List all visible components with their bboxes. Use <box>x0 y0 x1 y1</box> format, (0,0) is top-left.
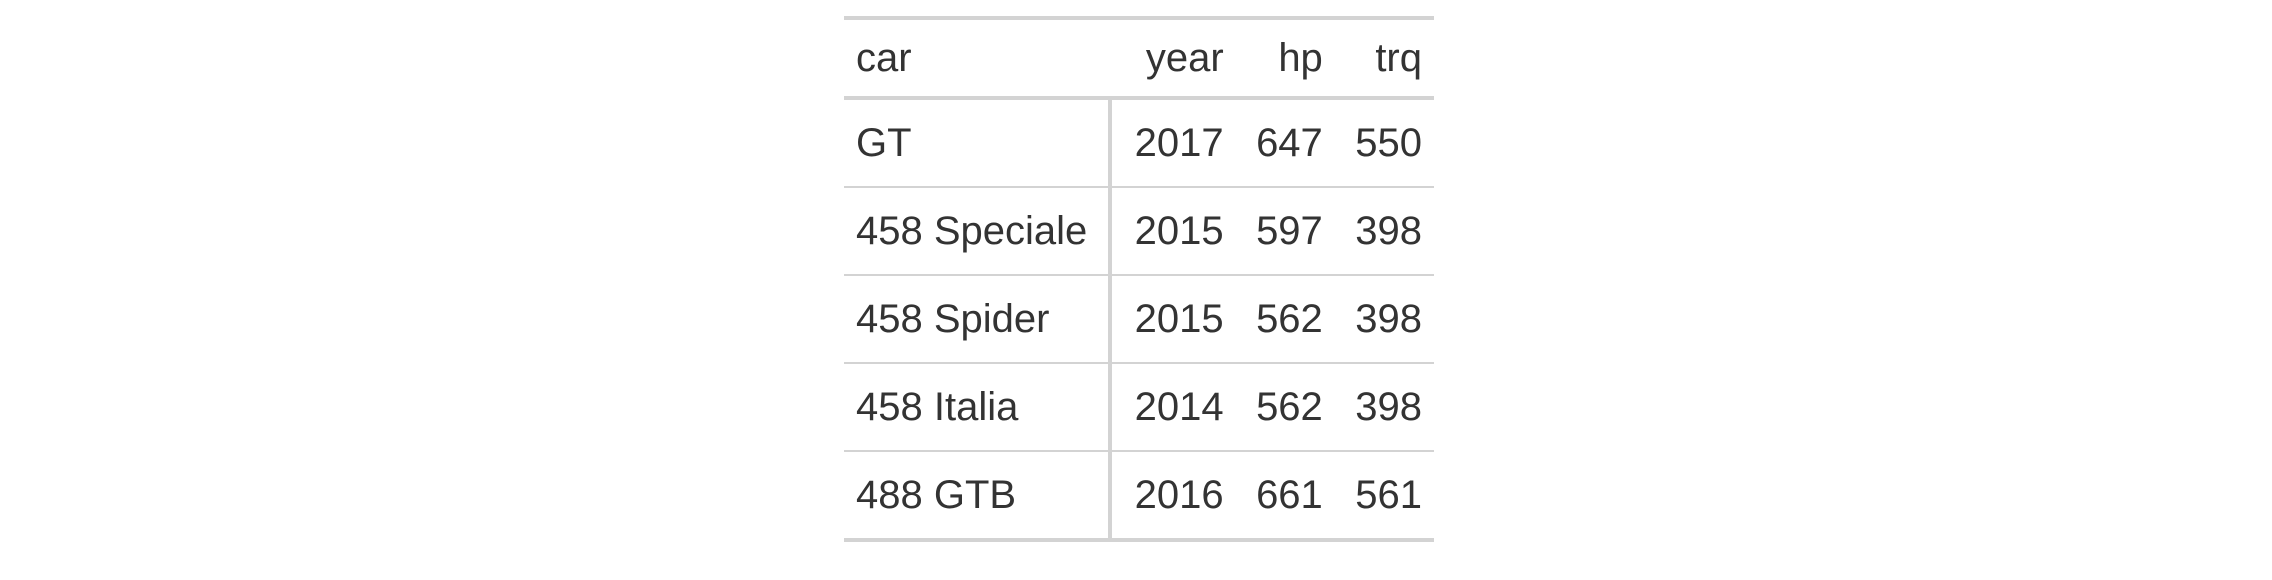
column-header-year: year <box>1110 18 1236 100</box>
cars-table: car year hp trq GT 2017 647 550 458 Spec… <box>844 16 1434 542</box>
cell-year: 2017 <box>1134 120 1224 165</box>
column-header-car: car <box>844 18 1110 100</box>
cell-car: 488 GTB <box>844 450 1112 540</box>
table-header: car year hp trq <box>844 18 1434 100</box>
cell-trq: 550 <box>1355 120 1422 165</box>
table-row: 458 Spider 2015 562 398 <box>844 274 1434 363</box>
column-header-trq: trq <box>1334 18 1434 100</box>
table-row: 458 Speciale 2015 597 398 <box>844 186 1434 275</box>
cell-year: 2015 <box>1110 186 1236 275</box>
cell-trq: 561 <box>1334 450 1434 540</box>
cell-car: 458 Italia <box>844 362 1112 451</box>
cell-car: 458 Spider <box>844 274 1112 363</box>
table-row: 488 GTB 2016 661 561 <box>844 450 1434 540</box>
table-row: 458 Italia 2014 562 398 <box>844 362 1434 451</box>
data-table-container: car year hp trq GT 2017 647 550 458 Spec… <box>844 16 1434 542</box>
table-row: GT 2017 647 550 <box>844 98 1434 187</box>
cell-hp: 647 <box>1256 120 1323 165</box>
cell-trq: 398 <box>1334 186 1434 275</box>
table-body: GT 2017 647 550 458 Speciale 2015 597 39… <box>844 98 1434 540</box>
header-row: car year hp trq <box>844 18 1434 100</box>
cell-year: 2016 <box>1110 450 1236 540</box>
cell-trq: 398 <box>1334 274 1434 363</box>
cell-car: 458 Speciale <box>844 186 1112 275</box>
cell-year: 2015 <box>1110 274 1236 363</box>
cell-hp: 562 <box>1235 362 1335 451</box>
cell-car: GT <box>844 98 1112 187</box>
column-header-hp: hp <box>1235 18 1335 100</box>
cell-hp: 597 <box>1235 186 1335 275</box>
cell-hp: 562 <box>1235 274 1335 363</box>
cell-trq: 398 <box>1334 362 1434 451</box>
cell-hp: 661 <box>1235 450 1335 540</box>
cell-year: 2014 <box>1110 362 1236 451</box>
